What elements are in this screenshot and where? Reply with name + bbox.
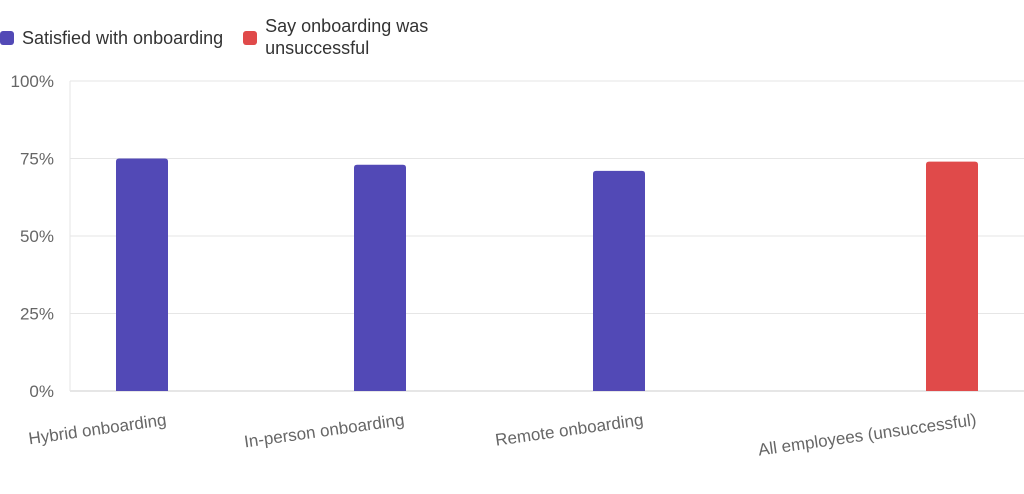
y-tick-label: 25% (20, 305, 54, 324)
y-tick-label: 75% (20, 150, 54, 169)
chart-legend: Satisfied with onboarding Say onboarding… (0, 15, 485, 59)
y-tick-label: 0% (29, 382, 54, 401)
legend-label-satisfied: Satisfied with onboarding (22, 28, 224, 48)
bar (593, 170, 645, 391)
legend-item-satisfied[interactable]: Satisfied with onboarding (0, 15, 223, 49)
legend-label-unsuccessful: Say onboarding was unsuccessful (265, 16, 429, 58)
x-category-label: In-person onboarding (243, 410, 406, 451)
y-tick-label: 50% (20, 227, 54, 246)
legend-swatch-satisfied (0, 31, 14, 45)
x-category-label: All employees (unsuccessful) (757, 410, 978, 459)
legend-swatch-unsuccessful (243, 31, 258, 45)
x-category-label: Hybrid onboarding (27, 410, 167, 448)
y-tick-label: 100% (11, 72, 54, 91)
x-category-label: Remote onboarding (494, 410, 645, 450)
bar (354, 164, 406, 391)
legend-item-unsuccessful[interactable]: Say onboarding was unsuccessful (243, 15, 465, 59)
bar (926, 161, 978, 391)
bar (116, 158, 168, 391)
